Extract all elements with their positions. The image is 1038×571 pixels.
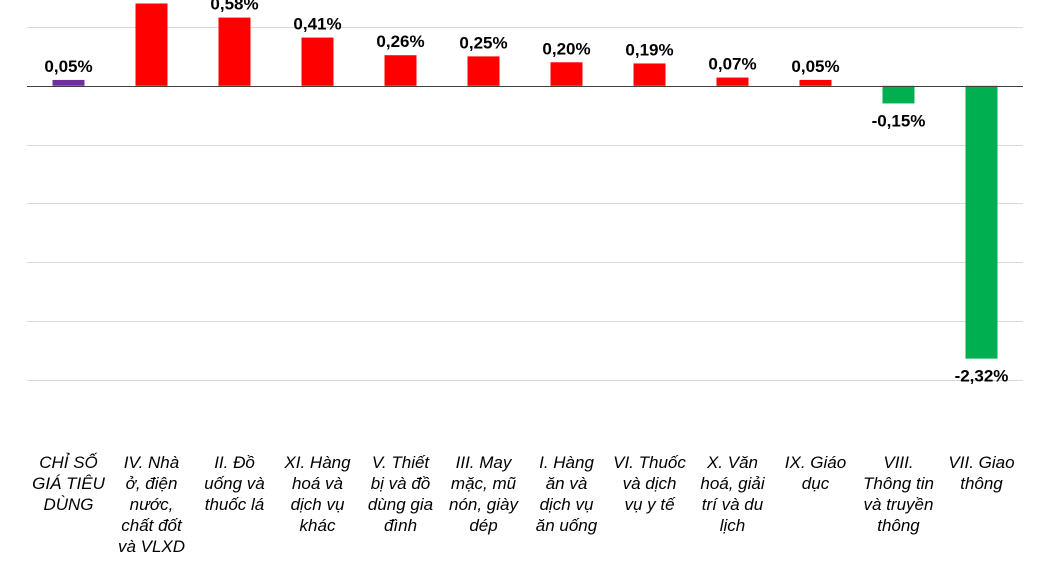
category-label: I. Hàng ăn và dịch vụ ăn uống (536, 453, 598, 535)
bar (550, 62, 583, 86)
category-label: XI. Hàng hoá và dịch vụ khác (283, 453, 351, 535)
data-label: 0,25% (459, 33, 507, 52)
bar (467, 56, 500, 86)
category-label: II. Đồ uống và thuốc lá (204, 453, 265, 514)
category-label: X. Văn hoá, giải trí và du lịch (700, 453, 765, 535)
bar (633, 63, 666, 86)
bar (52, 79, 85, 86)
bar (965, 85, 998, 359)
category-label: V. Thiết bị và đồ dùng gia đình (368, 453, 433, 535)
bars (52, 3, 998, 359)
bar (301, 37, 334, 86)
data-label: -2,32% (955, 367, 1009, 386)
data-label: 0,05% (44, 57, 92, 76)
category-label: CHỈ SỐ GIÁ TIÊU DÙNG (32, 453, 105, 514)
bar (135, 3, 168, 86)
data-label: -0,15% (872, 111, 926, 130)
data-label: 0,41% (293, 15, 341, 34)
data-label: 0,05% (791, 57, 839, 76)
bar (218, 17, 251, 86)
data-label: 0,20% (542, 39, 590, 58)
data-label: 0,07% (708, 55, 756, 74)
bar (799, 79, 832, 86)
data-label: 0,26% (376, 32, 424, 51)
data-label: 0,58% (210, 0, 258, 14)
bar (716, 77, 749, 86)
data-label: 0,19% (625, 40, 673, 59)
category-label: VI. Thuốc và dịch vụ y tế (613, 453, 686, 514)
category-label: III. May mặc, mũ nón, giày dép (449, 453, 519, 535)
bar (882, 85, 915, 104)
value-labels: 0,05%0,70%0,58%0,41%0,26%0,25%0,20%0,19%… (44, 0, 1008, 386)
bar (384, 55, 417, 86)
category-label: IV. Nhà ở, điện nước, chất đốt và VLXD (118, 453, 185, 556)
category-label: VIII. Thông tin và truyền thông (863, 453, 934, 535)
category-label: VII. Giao thông (948, 453, 1014, 493)
category-label: IX. Giáo dục (785, 453, 846, 493)
gridlines (27, 27, 1023, 381)
